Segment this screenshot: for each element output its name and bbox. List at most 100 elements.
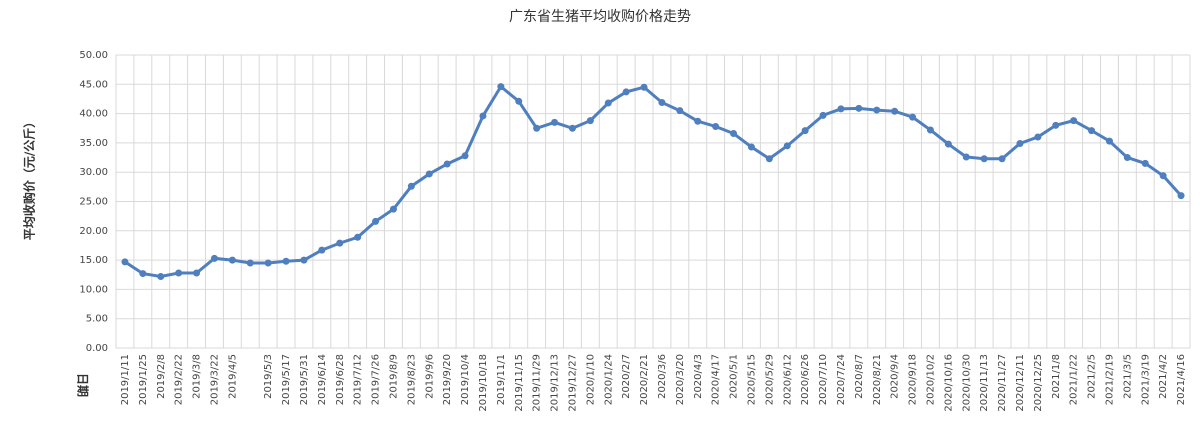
x-tick-label: 2019/10/4	[460, 354, 471, 405]
point	[246, 259, 254, 267]
y-tick-label: 50.00	[79, 50, 108, 61]
x-tick-label: 2020/10/16	[943, 354, 954, 412]
x-tick-label: 2019/1/25	[138, 354, 149, 405]
point	[1123, 154, 1131, 162]
x-tick-label: 2020/6/26	[800, 354, 811, 405]
point	[909, 113, 917, 121]
x-tick-label: 2020/12/11	[1015, 354, 1026, 412]
x-tick-label: 2020/4/17	[711, 354, 722, 405]
point	[568, 124, 576, 132]
point	[497, 83, 505, 91]
x-tick-label: 2021/4/16	[1176, 354, 1187, 405]
point	[658, 98, 666, 106]
x-tick-label: 2020/3/20	[675, 354, 686, 405]
point	[873, 106, 881, 114]
point	[944, 140, 952, 148]
point	[980, 155, 988, 163]
point	[1016, 139, 1024, 147]
point	[210, 254, 218, 262]
x-tick-label: 2019/1/11	[120, 354, 131, 405]
point	[318, 246, 326, 254]
point	[157, 273, 165, 281]
point	[551, 118, 559, 126]
x-tick-label: 2021/3/19	[1140, 354, 1151, 405]
point	[425, 170, 433, 178]
x-tick-label: 2019/6/28	[335, 354, 346, 405]
x-tick-label: 2020/12/25	[1033, 354, 1044, 412]
point	[1159, 172, 1167, 180]
x-tick-label: 2019/6/14	[317, 354, 328, 405]
x-tick-label: 2019/5/31	[299, 354, 310, 405]
point	[998, 155, 1006, 163]
x-tick-label: 2019/11/29	[532, 354, 543, 412]
point	[300, 256, 308, 264]
x-tick-label: 2019/9/20	[442, 354, 453, 405]
point	[676, 107, 684, 115]
point	[640, 83, 648, 91]
x-tick-label: 2019/3/22	[209, 354, 220, 405]
point	[479, 112, 487, 120]
x-tick-label: 2019/2/8	[156, 354, 167, 399]
x-tick-label: 2020/7/10	[818, 354, 829, 405]
x-tick-label: 2020/9/4	[890, 354, 901, 399]
x-tick-label: 2019/12/13	[550, 354, 561, 412]
point	[1088, 127, 1096, 135]
x-tick-label: 2020/8/21	[872, 354, 883, 405]
point	[461, 152, 469, 160]
x-tick-label: 2020/9/18	[908, 354, 919, 405]
x-tick-label: 2020/2/7	[621, 354, 632, 399]
x-tick-label: 2020/10/2	[925, 354, 936, 405]
point	[372, 217, 380, 225]
point	[282, 257, 290, 265]
x-tick-label: 2019/11/1	[496, 354, 507, 405]
x-tick-label: 2019/10/18	[478, 354, 489, 412]
point	[193, 269, 201, 277]
point	[891, 107, 899, 115]
x-tick-label: 2020/7/24	[836, 354, 847, 405]
point	[175, 269, 183, 277]
point	[747, 143, 755, 151]
point	[730, 130, 738, 138]
point	[1105, 137, 1113, 145]
x-tick-label: 2019/3/8	[192, 354, 203, 399]
point	[712, 122, 720, 130]
x-tick-label: 2020/1/10	[585, 354, 596, 405]
x-tick-label: 2020/5/29	[764, 354, 775, 405]
x-tick-label: 2020/1/24	[603, 354, 614, 405]
point	[336, 239, 344, 247]
point	[1034, 133, 1042, 141]
point	[264, 259, 272, 267]
x-tick-label: 2021/2/5	[1087, 354, 1098, 399]
y-tick-label: 45.00	[79, 79, 108, 90]
point	[855, 104, 863, 112]
point	[837, 105, 845, 113]
x-tick-label: 2021/1/8	[1051, 354, 1062, 399]
x-tick-label: 2020/8/7	[854, 354, 865, 399]
point	[515, 97, 523, 105]
point	[586, 117, 594, 125]
x-tick-label: 2020/3/6	[657, 354, 668, 399]
point	[228, 256, 236, 264]
point	[443, 160, 451, 168]
point	[1177, 192, 1185, 200]
y-tick-label: 15.00	[79, 255, 108, 266]
x-tick-label: 2019/5/3	[263, 354, 274, 399]
x-tick-label: 2019/11/15	[514, 354, 525, 412]
chart-title: 广东省生猪平均收购价格走势	[509, 9, 691, 25]
point	[962, 153, 970, 161]
y-axis-title: 平均收购价（元/公斤）	[22, 116, 37, 240]
point	[389, 205, 397, 213]
x-tick-label: 2019/8/23	[406, 354, 417, 405]
point	[622, 88, 630, 96]
x-tick-label: 2021/2/19	[1104, 354, 1115, 405]
point	[533, 124, 541, 132]
point	[354, 233, 362, 241]
x-tick-label: 2019/4/5	[227, 354, 238, 399]
y-tick-label: 10.00	[79, 284, 108, 295]
y-tick-label: 0.00	[86, 343, 108, 354]
x-tick-label: 2019/8/9	[388, 354, 399, 399]
x-tick-label: 2020/5/1	[729, 354, 740, 399]
x-tick-label: 2020/11/27	[997, 354, 1008, 412]
x-tick-label: 2019/12/27	[567, 354, 578, 412]
